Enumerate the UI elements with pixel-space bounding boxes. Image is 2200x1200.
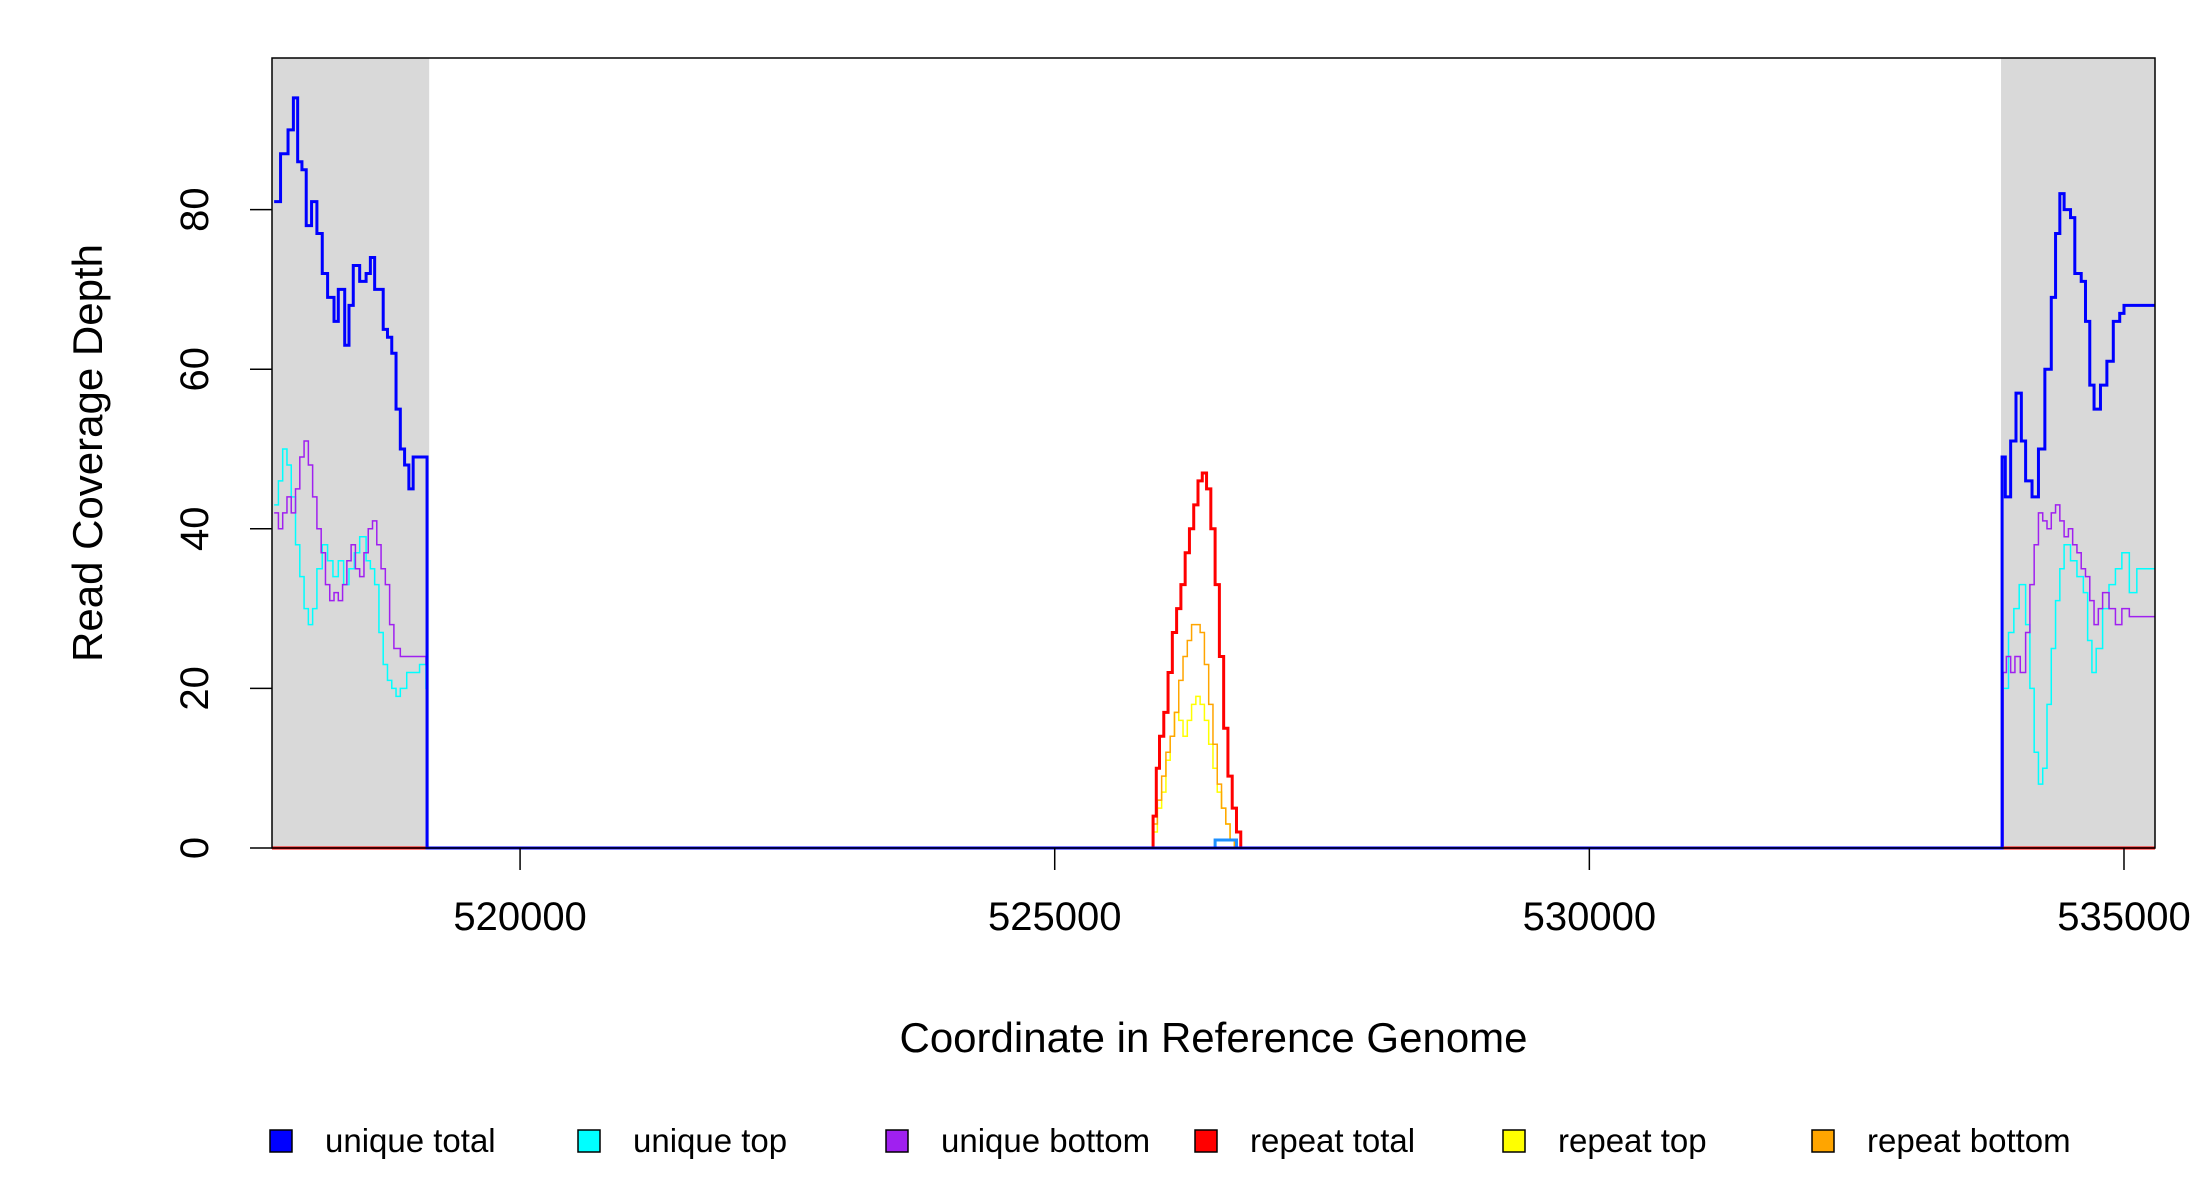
plot-frame — [271, 57, 2156, 849]
shaded-region-1 — [272, 58, 430, 848]
legend-label-repeat-top: repeat top — [1558, 1122, 1707, 1159]
legend: unique total unique top unique bottom repea… — [269, 1122, 2071, 1159]
y-tick-label: 60 — [173, 347, 217, 392]
x-tick-label: 525000 — [988, 895, 1121, 939]
series-line-repeat-bottom — [272, 623, 2155, 849]
legend-label-repeat-total: repeat total — [1250, 1122, 1415, 1159]
series-line-unique-total — [274, 96, 2155, 850]
legend-swatch-unique-bottom — [885, 1129, 909, 1153]
series-lines — [272, 96, 2155, 850]
legend-swatch-repeat-top — [1502, 1129, 1526, 1153]
series-line-unique-bottom — [274, 440, 2155, 849]
y-tick-label: 0 — [173, 837, 217, 859]
legend-label-unique-total: unique total — [325, 1122, 496, 1159]
x-axis-label: Coordinate in Reference Genome — [899, 1014, 1527, 1061]
y-axis-label: Read Coverage Depth — [64, 244, 111, 662]
y-axis: 0 20 40 60 80 — [173, 187, 272, 859]
x-tick-label: 520000 — [453, 895, 586, 939]
x-tick-label: 535000 — [2057, 895, 2190, 939]
legend-swatch-repeat-bottom — [1811, 1129, 1835, 1153]
legend-swatch-unique-total — [269, 1129, 293, 1153]
legend-swatch-repeat-total — [1194, 1129, 1218, 1153]
legend-swatch-unique-top — [577, 1129, 601, 1153]
series-line-repeat-total — [272, 471, 2155, 850]
series-line-marker — [1213, 838, 1238, 848]
x-tick-label: 530000 — [1523, 895, 1656, 939]
legend-label-unique-bottom: unique bottom — [941, 1122, 1150, 1159]
x-axis: 520000 525000 530000 535000 — [453, 848, 2191, 939]
y-tick-label: 40 — [173, 507, 217, 552]
shaded-regions — [272, 58, 2155, 848]
y-tick-label: 20 — [173, 666, 217, 711]
legend-label-repeat-bottom: repeat bottom — [1867, 1122, 2071, 1159]
y-tick-label: 80 — [173, 187, 217, 232]
series-line-unique-top — [274, 448, 2155, 849]
legend-label-unique-top: unique top — [633, 1122, 787, 1159]
